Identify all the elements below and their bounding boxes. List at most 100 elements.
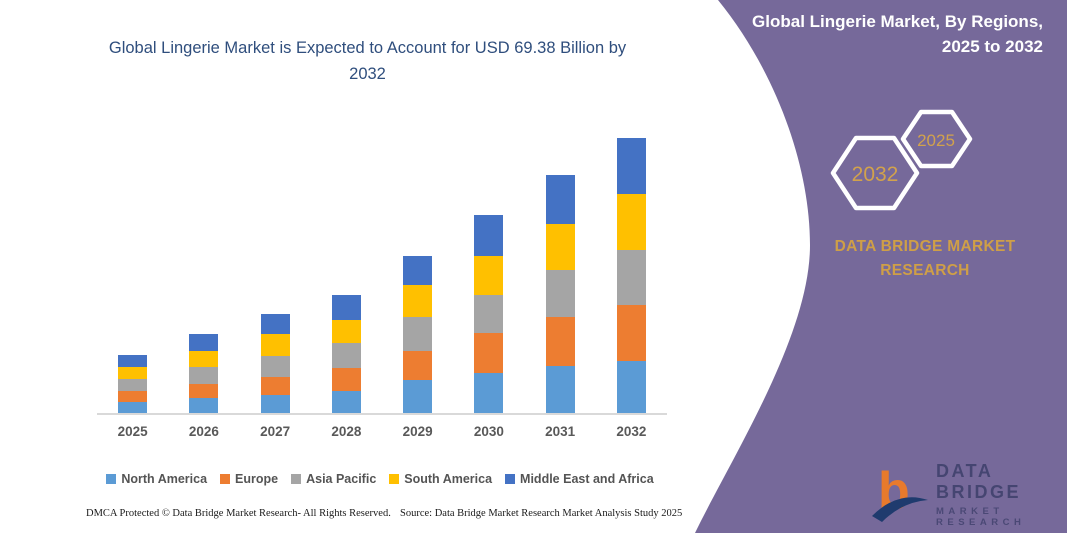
bar-segment-2029-asia-pacific <box>403 317 433 351</box>
brand-line2: RESEARCH <box>880 262 970 280</box>
bar-segment-2027-asia-pacific <box>260 356 290 378</box>
hexagon-2025 <box>900 109 973 169</box>
side-panel-heading: Global Lingerie Market, By Regions, 2025… <box>752 12 1043 56</box>
bar-segment-2028-asia-pacific <box>331 343 361 368</box>
bar-segment-2025-north-america <box>118 402 148 414</box>
bar-segment-2029-north-america <box>403 379 433 414</box>
legend-label: Middle East and Africa <box>520 472 654 486</box>
bar-segment-2029-europe <box>403 350 433 380</box>
bar-segment-2027-south-america <box>260 333 290 357</box>
source-note: Source: Data Bridge Market Research Mark… <box>400 508 683 519</box>
bar-segment-2029-south-america <box>403 284 433 318</box>
chart-legend: North America Europe Asia Pacific South Ame… <box>70 472 690 486</box>
hexagon-2025-label: 2025 <box>917 131 955 150</box>
bar-segment-2025-middle-east-and-africa <box>118 355 148 367</box>
bar-segment-2025-south-america <box>118 366 148 380</box>
legend-label: North America <box>121 472 208 486</box>
x-axis-line <box>97 413 667 415</box>
legend-label: Asia Pacific <box>306 472 377 486</box>
bar-segment-2031-asia-pacific <box>545 269 575 318</box>
hexagon-2032 <box>830 135 920 211</box>
bar-segment-2025-asia-pacific <box>118 379 148 391</box>
legend-item-europe: Europe <box>220 472 278 486</box>
logo-swoosh <box>872 497 928 522</box>
x-axis-label-2025: 2025 <box>117 424 148 439</box>
bar-segment-2032-middle-east-and-africa <box>616 138 646 195</box>
bar-segment-2031-south-america <box>545 223 575 270</box>
legend-marker-icon <box>106 474 117 484</box>
legend-marker-icon <box>505 474 516 484</box>
bar-segment-2026-europe <box>189 384 219 399</box>
bar-slot-2031 <box>525 130 596 414</box>
bar-slot-2027 <box>240 130 311 414</box>
bar-segment-2032-south-america <box>616 194 646 250</box>
legend-marker-icon <box>389 474 400 484</box>
year-hexagons: 2032 2025 <box>830 109 973 211</box>
chart-title: Global Lingerie Market is Expected to Ac… <box>108 39 627 83</box>
x-axis-label-2027: 2027 <box>260 424 291 439</box>
x-axis-label-2030: 2030 <box>473 424 504 439</box>
bar-segment-2031-europe <box>545 317 575 367</box>
bar-slot-2025 <box>97 130 168 414</box>
legend-label: Europe <box>235 472 279 486</box>
legend-item-middle-east-and-africa: Middle East and Africa <box>505 472 654 486</box>
bar-chart-plot <box>97 130 667 414</box>
brand-name: DATA BRIDGE MARKET RESEARCH <box>810 235 1040 283</box>
x-axis-labels: 2025 2026 2027 2028 2029 2030 2031 2032 <box>97 424 667 439</box>
bar-slot-2030 <box>453 130 524 414</box>
x-axis-label-2026: 2026 <box>188 424 219 439</box>
x-axis-label-2028: 2028 <box>331 424 362 439</box>
bar-segment-2028-south-america <box>331 319 361 344</box>
bar-segment-2028-north-america <box>331 390 361 414</box>
legend-marker-icon <box>291 474 302 484</box>
bar-segment-2027-north-america <box>260 394 290 414</box>
bar-segment-2030-middle-east-and-africa <box>474 215 504 257</box>
dmca-notice: DMCA Protected © Data Bridge Market Rese… <box>86 508 391 519</box>
hexagon-2032-label: 2032 <box>852 163 899 186</box>
legend-item-south-america: South America <box>389 472 492 486</box>
bar-segment-2026-north-america <box>189 398 219 414</box>
bar-slot-2026 <box>168 130 239 414</box>
data-bridge-logo: b DATA BRIDGE MARKET RESEARCH <box>872 458 1062 530</box>
bar-segment-2027-europe <box>260 377 290 395</box>
stacked-bar-2030 <box>474 215 504 414</box>
bar-segment-2028-europe <box>331 367 361 391</box>
stacked-bar-2027 <box>260 313 290 414</box>
stacked-bar-2031 <box>545 175 575 414</box>
brand-line1: DATA BRIDGE MARKET <box>834 238 1016 255</box>
bar-slot-2032 <box>596 130 667 414</box>
bar-segment-2032-europe <box>616 305 646 362</box>
bar-slot-2028 <box>311 130 382 414</box>
bar-segment-2032-north-america <box>616 361 646 414</box>
bar-segment-2027-middle-east-and-africa <box>260 313 290 334</box>
bar-segment-2025-europe <box>118 390 148 403</box>
bar-segment-2028-middle-east-and-africa <box>331 294 361 320</box>
stacked-bar-2025 <box>118 355 148 414</box>
logo-text: DATA BRIDGE MARKET RESEARCH <box>936 461 1062 528</box>
logo-line1: DATA BRIDGE <box>936 460 1022 502</box>
bar-segment-2031-middle-east-and-africa <box>545 175 575 224</box>
stacked-bar-2032 <box>616 138 646 414</box>
logo-line2: MARKET RESEARCH <box>936 505 1026 528</box>
x-axis-label-2029: 2029 <box>402 424 433 439</box>
stacked-bar-2028 <box>331 294 361 414</box>
legend-item-north-america: North America <box>106 472 207 486</box>
bar-segment-2030-asia-pacific <box>474 294 504 333</box>
legend-item-asia-pacific: Asia Pacific <box>291 472 376 486</box>
bar-segment-2026-asia-pacific <box>189 367 219 385</box>
bar-segment-2030-south-america <box>474 256 504 295</box>
logo-b-icon: b <box>872 462 928 522</box>
x-axis-label-2032: 2032 <box>616 424 647 439</box>
bar-segment-2030-north-america <box>474 373 504 414</box>
bar-segment-2032-asia-pacific <box>616 249 646 306</box>
bar-slot-2029 <box>382 130 453 414</box>
stacked-bar-2026 <box>189 334 219 414</box>
bar-segment-2026-south-america <box>189 351 219 368</box>
bar-segment-2031-north-america <box>545 366 575 414</box>
x-axis-label-2031: 2031 <box>545 424 576 439</box>
bar-segment-2026-middle-east-and-africa <box>189 334 219 352</box>
bar-segment-2030-europe <box>474 332 504 374</box>
bar-segment-2029-middle-east-and-africa <box>403 255 433 285</box>
stacked-bar-2029 <box>403 255 433 414</box>
